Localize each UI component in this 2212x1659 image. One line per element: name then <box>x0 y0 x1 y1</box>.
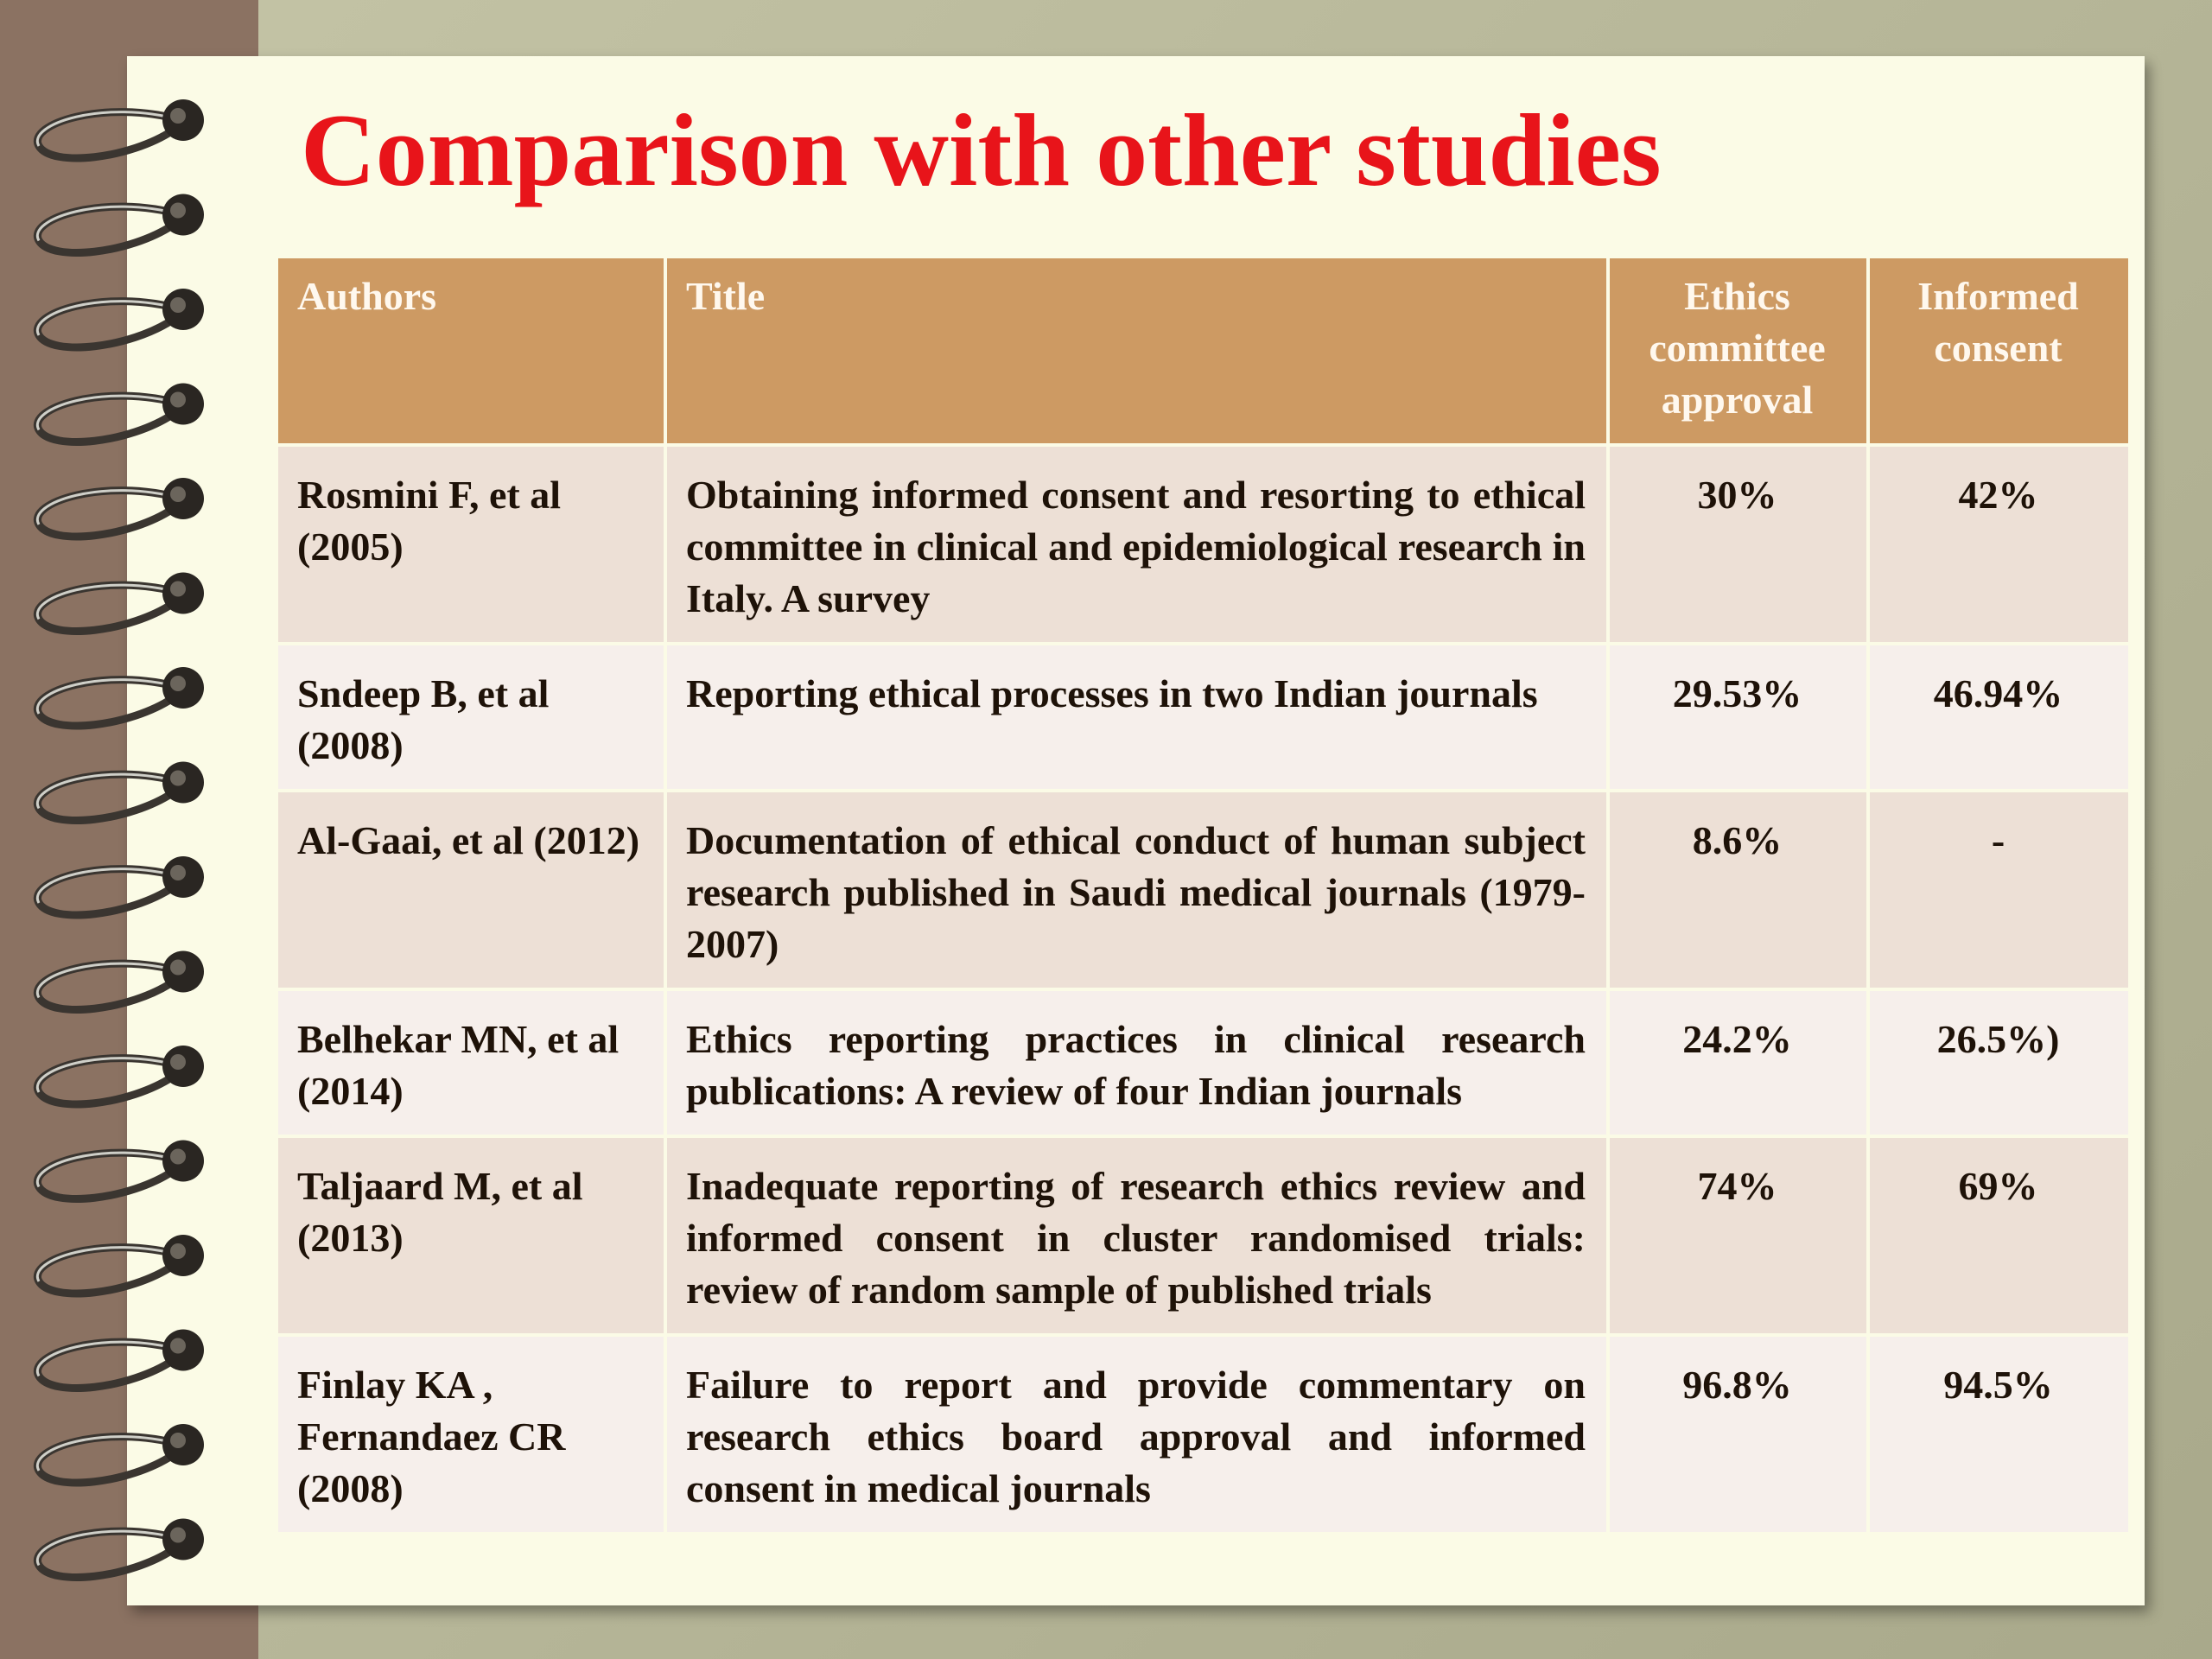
table-cell: 94.5% <box>1870 1337 2128 1532</box>
ring <box>35 1340 182 1377</box>
ring <box>35 962 182 999</box>
ring <box>33 297 183 352</box>
ring <box>170 865 186 880</box>
ring <box>170 1433 186 1448</box>
table-cell: Al-Gaai, et al (2012) <box>278 792 664 988</box>
ring <box>170 581 186 597</box>
table-row: Taljaard M, et al (2013) Inadequate repor… <box>278 1138 2128 1333</box>
ring <box>35 300 182 336</box>
ring <box>35 583 182 620</box>
ring <box>170 391 186 408</box>
ring <box>35 1057 182 1093</box>
ring <box>33 1433 183 1487</box>
ring <box>170 486 186 502</box>
table-row: Al-Gaai, et al (2012) Documentation of et… <box>278 792 2128 988</box>
table-cell: 24.2% <box>1610 991 1866 1135</box>
ring <box>170 770 186 786</box>
ring <box>33 1054 183 1109</box>
table-body: Rosmini F, et al (2005) Obtaining informe… <box>278 447 2128 1532</box>
header-row: Authors Title Ethics committee approval Inf… <box>278 258 2128 443</box>
header-cell: Authors <box>278 258 664 443</box>
ring <box>35 111 182 147</box>
header-cell: Informed consent <box>1870 258 2128 443</box>
ring <box>33 486 183 541</box>
ring <box>33 1148 183 1203</box>
table-cell: Failure to report and provide commentary… <box>667 1337 1606 1532</box>
spiral-rings <box>33 99 204 1581</box>
table-cell: Rosmini F, et al (2005) <box>278 447 664 642</box>
ring <box>33 770 183 824</box>
table-cell: Sndeep B, et al (2008) <box>278 645 664 789</box>
ring <box>170 676 186 691</box>
table-cell: 30% <box>1610 447 1866 642</box>
ring <box>35 205 182 242</box>
ring <box>35 868 182 904</box>
ring <box>170 108 186 124</box>
table-cell: Documentation of ethical conduct of huma… <box>667 792 1606 988</box>
table-cell: 26.5%) <box>1870 991 2128 1135</box>
ring <box>33 391 183 446</box>
table-cell: 96.8% <box>1610 1337 1866 1532</box>
ring <box>170 1054 186 1070</box>
table-row: Rosmini F, et al (2005) Obtaining informe… <box>278 447 2128 642</box>
table-cell: 8.6% <box>1610 792 1866 988</box>
table-cell: - <box>1870 792 2128 988</box>
ring <box>33 959 183 1014</box>
ring <box>35 489 182 525</box>
ring <box>35 394 182 431</box>
table-header: Authors Title Ethics committee approval Inf… <box>278 258 2128 443</box>
ring <box>170 297 186 313</box>
table-cell: Taljaard M, et al (2013) <box>278 1138 664 1333</box>
ring <box>170 1148 186 1165</box>
table-cell: Belhekar MN, et al (2014) <box>278 991 664 1135</box>
table-cell: 46.94% <box>1870 645 2128 789</box>
ring <box>35 1246 182 1282</box>
table-cell: 69% <box>1870 1138 2128 1333</box>
ring <box>35 1435 182 1471</box>
ring <box>33 1527 183 1581</box>
comparison-table: Authors Title Ethics committee approval Inf… <box>275 255 2132 1535</box>
table-row: Sndeep B, et al (2008) Reporting ethical … <box>278 645 2128 789</box>
table-row: Finlay KA , Fernandaez CR (2008) Failure … <box>278 1337 2128 1532</box>
ring <box>170 202 186 219</box>
header-cell: Ethics committee approval <box>1610 258 1866 443</box>
table-cell: 74% <box>1610 1138 1866 1333</box>
ring <box>33 1243 183 1298</box>
table-cell: Inadequate reporting of research ethics … <box>667 1138 1606 1333</box>
ring <box>33 1338 183 1392</box>
ring <box>35 1151 182 1188</box>
ring <box>33 581 183 635</box>
table-cell: 42% <box>1870 447 2128 642</box>
table-cell: Obtaining informed consent and resorting… <box>667 447 1606 642</box>
ring <box>33 865 183 919</box>
header-cell: Title <box>667 258 1606 443</box>
table-cell: Reporting ethical processes in two India… <box>667 645 1606 789</box>
ring <box>35 1529 182 1567</box>
ring <box>35 678 182 715</box>
ring <box>170 1527 186 1543</box>
ring <box>170 1243 186 1259</box>
table-cell: Ethics reporting practices in clinical r… <box>667 991 1606 1135</box>
ring <box>33 202 183 257</box>
table-cell: 29.53% <box>1610 645 1866 789</box>
table-cell: Finlay KA , Fernandaez CR (2008) <box>278 1337 664 1532</box>
table-row: Belhekar MN, et al (2014) Ethics reportin… <box>278 991 2128 1135</box>
ring <box>33 108 183 162</box>
ring <box>170 959 186 976</box>
ring <box>33 676 183 730</box>
ring <box>35 772 182 810</box>
slide-title: Comparison with other studies <box>301 92 1662 207</box>
ring <box>170 1338 186 1354</box>
